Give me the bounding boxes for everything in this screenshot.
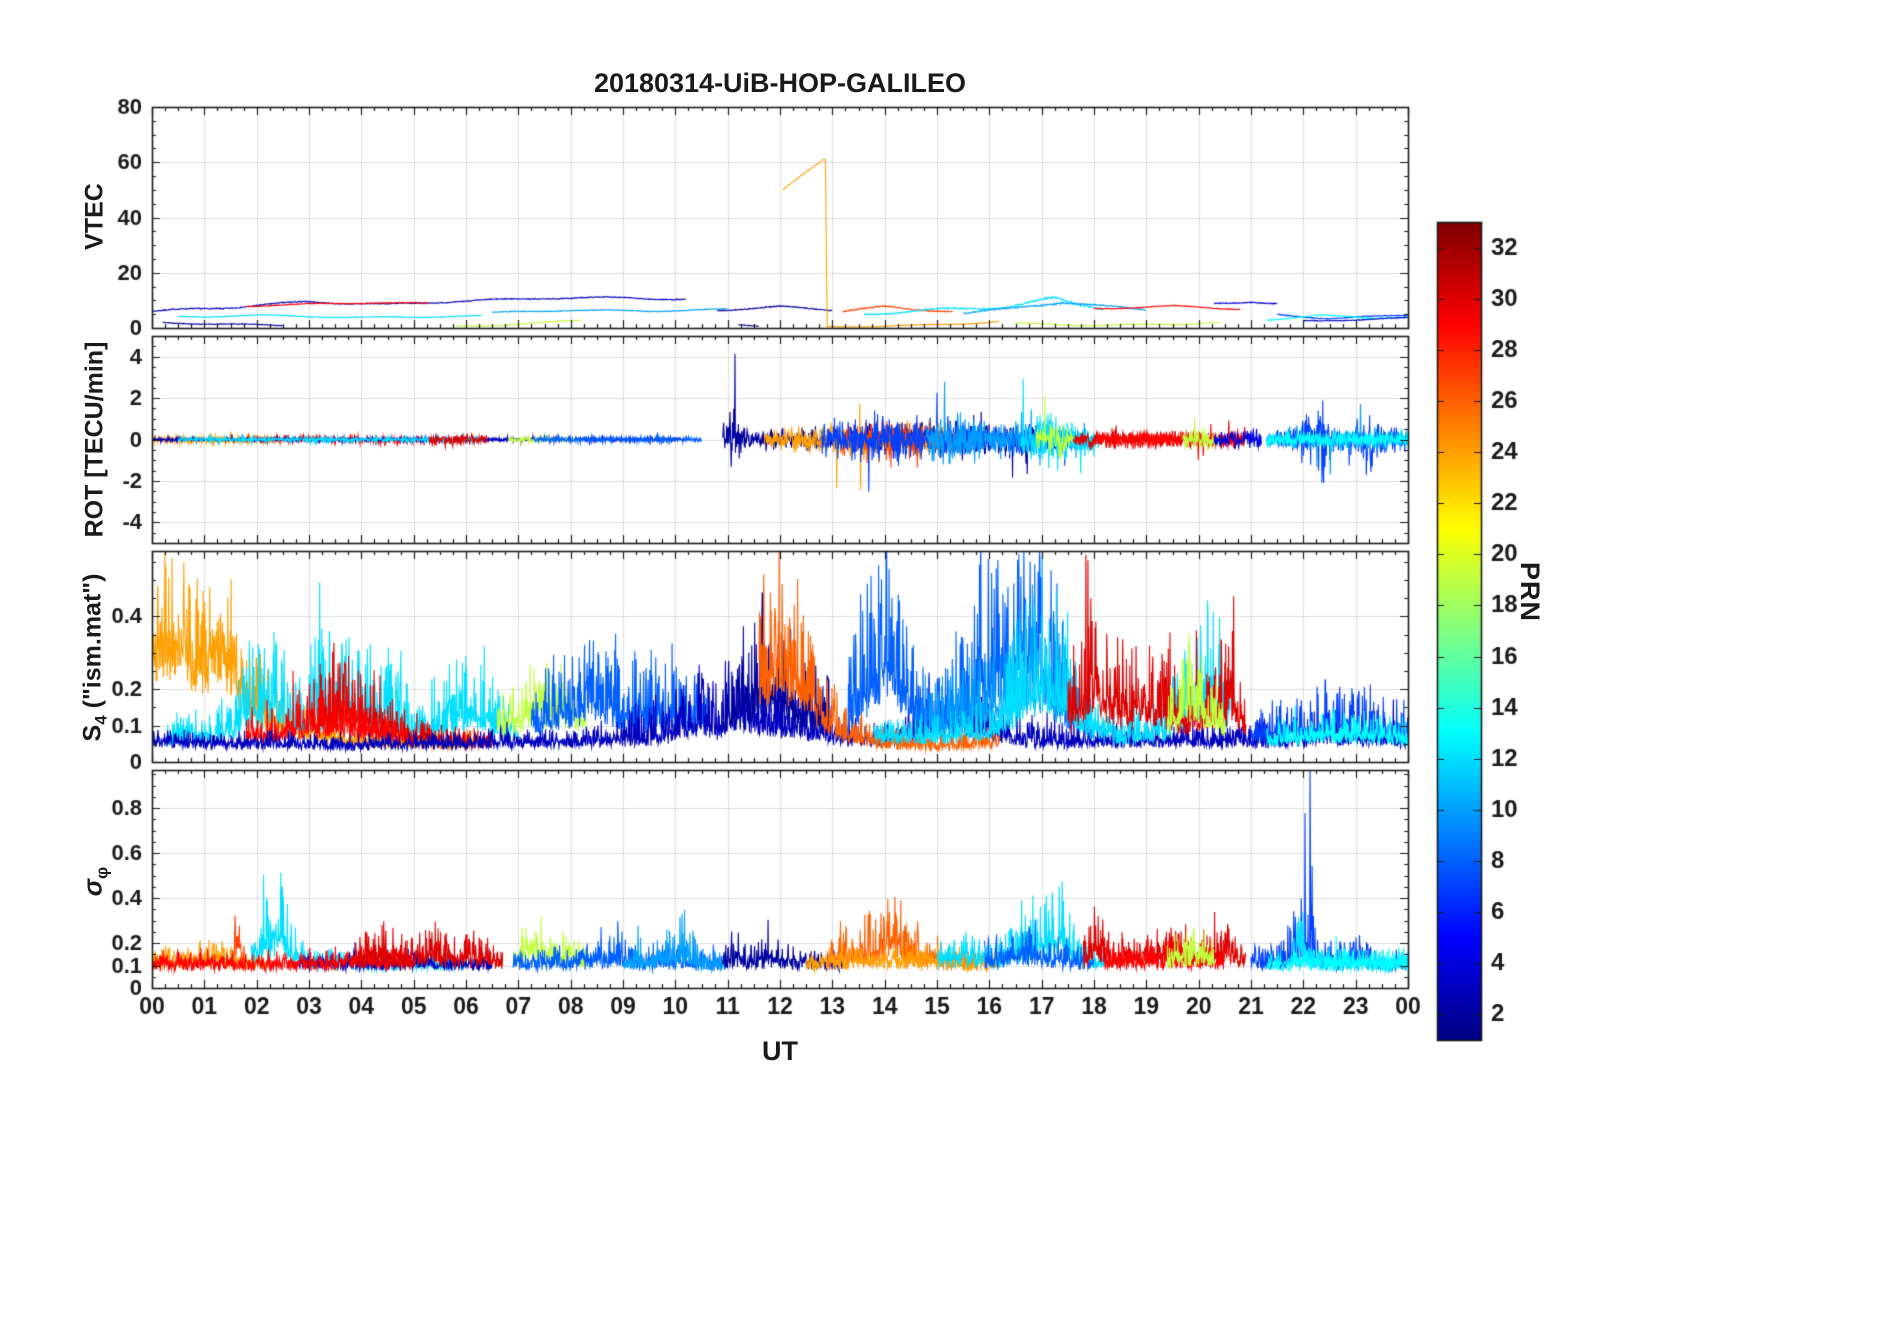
sigma-phi-axis-label: σφ: [78, 712, 113, 1052]
s4-panel-region: [152, 551, 1408, 762]
sigma-phi-axis-label-text: σ: [77, 878, 108, 897]
rot-panel-region: [152, 336, 1408, 543]
s4-axis-label-rest: ("ism.mat"): [78, 573, 107, 716]
colorbar-region: [1437, 222, 1481, 1040]
vtec-axis-label-text: VTEC: [80, 183, 109, 250]
chart-title: 20180314-UiB-HOP-GALILEO: [593, 68, 967, 98]
sigma-phi-panel-region: [152, 770, 1408, 988]
sigma-phi-axis-label-subscript: φ: [92, 866, 112, 879]
x-axis-label: UT: [762, 1036, 798, 1066]
colorbar-label: PRN: [1515, 562, 1545, 623]
vtec-panel-region: [152, 107, 1408, 328]
